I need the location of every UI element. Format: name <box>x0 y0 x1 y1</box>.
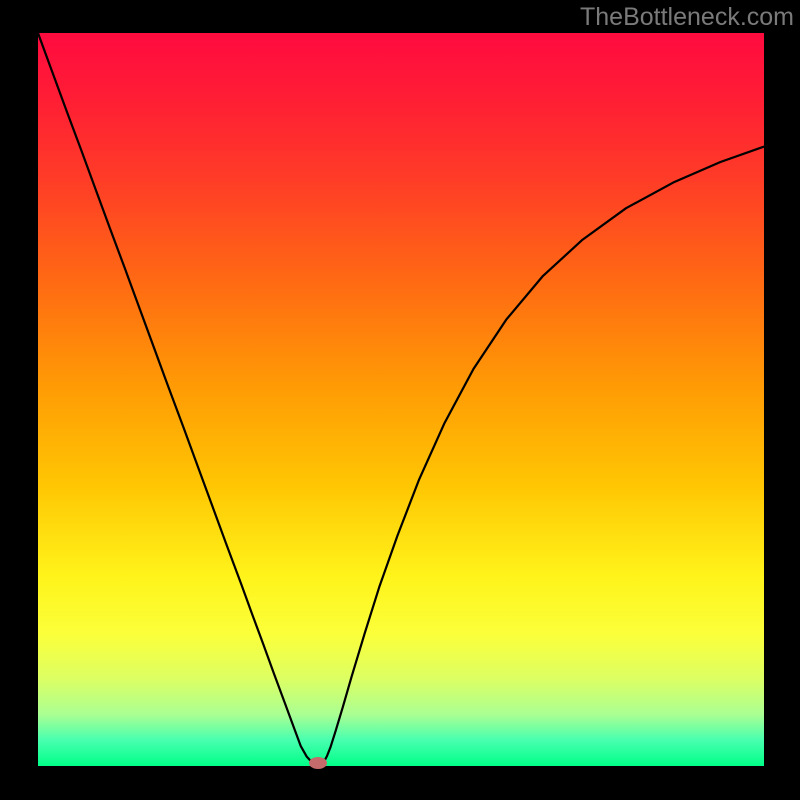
bottleneck-curve <box>38 33 764 766</box>
chart-outer: TheBottleneck.com <box>0 0 800 800</box>
watermark-label: TheBottleneck.com <box>580 3 794 32</box>
plot-area <box>38 33 764 766</box>
optimum-marker <box>309 757 327 769</box>
curve-path <box>38 33 764 765</box>
